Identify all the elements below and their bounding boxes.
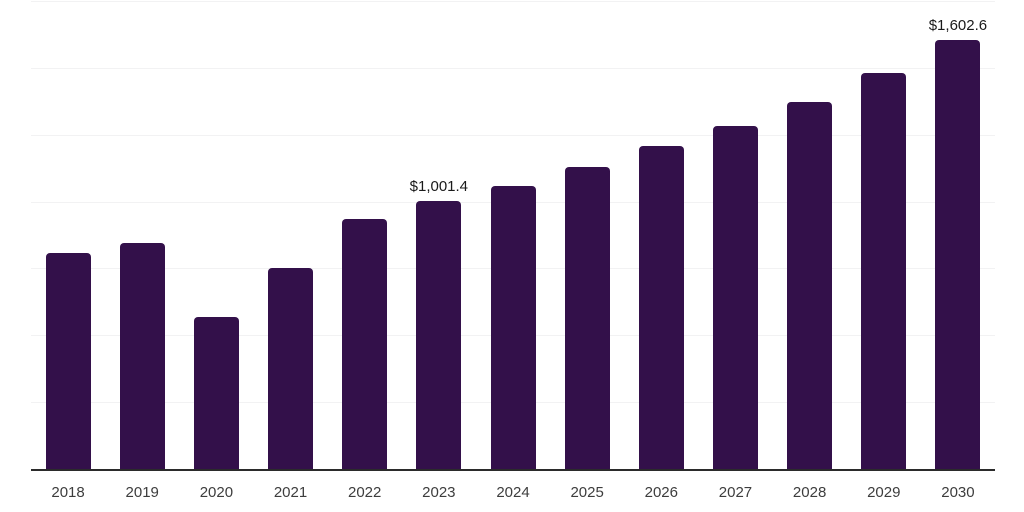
x-tick-label-2026: 2026 [644, 484, 678, 501]
bar-2029 [861, 73, 907, 469]
data-label-2030: $1,602.6 [928, 17, 988, 35]
bar-2019 [119, 243, 165, 469]
x-tick-label-2019: 2019 [125, 484, 159, 501]
bar-2020 [193, 316, 239, 469]
bar-2026 [638, 145, 684, 469]
x-tick-label-2024: 2024 [496, 484, 530, 501]
x-tick-label-2018: 2018 [51, 484, 85, 501]
gridline-1500 [31, 67, 995, 69]
x-tick-label-2025: 2025 [570, 484, 604, 501]
x-tick-label-2020: 2020 [199, 484, 234, 501]
x-tick-label-2021: 2021 [273, 484, 308, 501]
bar-2018 [45, 253, 91, 469]
x-tick-label-2028: 2028 [792, 484, 827, 501]
x-tick-label-2030: 2030 [941, 484, 975, 501]
x-tick-label-2029: 2029 [867, 484, 901, 501]
bar-2021 [268, 267, 314, 469]
data-label-2023: $1,001.4 [409, 178, 469, 196]
bar-2025 [564, 167, 610, 469]
x-tick-label-2022: 2022 [348, 484, 382, 501]
bar-2028 [787, 101, 833, 469]
bar-2023 [416, 201, 462, 469]
x-tick-label-2027: 2027 [718, 484, 753, 501]
gridline-1750 [31, 1, 995, 2]
bar-2022 [342, 219, 388, 469]
x-axis-line [31, 469, 995, 471]
bar-2030 [935, 40, 981, 469]
bar-2024 [490, 186, 536, 469]
gridline-1250 [31, 134, 995, 136]
bar-2027 [712, 125, 758, 469]
x-tick-label-2023: 2023 [422, 484, 456, 501]
